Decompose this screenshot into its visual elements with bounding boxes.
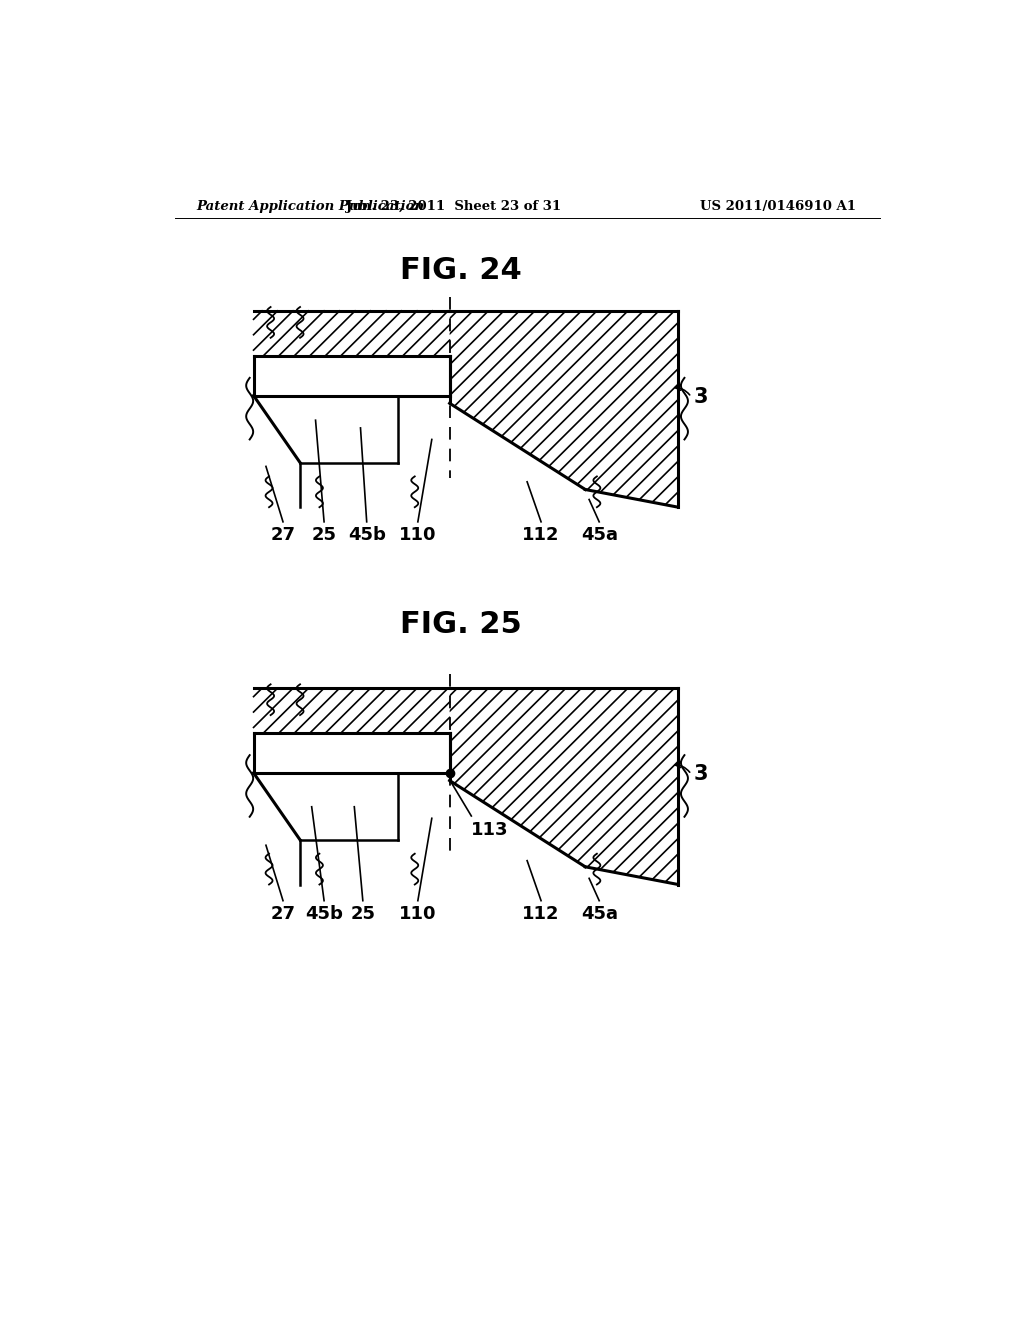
Bar xyxy=(254,733,450,774)
Text: 45a: 45a xyxy=(581,527,617,544)
Bar xyxy=(254,355,450,396)
Text: 110: 110 xyxy=(399,906,436,923)
Text: 110: 110 xyxy=(399,527,436,544)
Text: 45a: 45a xyxy=(581,906,617,923)
Text: FIG. 24: FIG. 24 xyxy=(400,256,522,285)
Text: 45b: 45b xyxy=(305,906,343,923)
Text: US 2011/0146910 A1: US 2011/0146910 A1 xyxy=(700,199,856,213)
Text: 113: 113 xyxy=(471,821,509,838)
Text: Patent Application Publication: Patent Application Publication xyxy=(197,199,424,213)
Text: 45b: 45b xyxy=(348,527,386,544)
Text: 112: 112 xyxy=(522,906,560,923)
Text: 27: 27 xyxy=(270,527,296,544)
Text: 3: 3 xyxy=(693,387,709,407)
Text: 112: 112 xyxy=(522,527,560,544)
Text: 25: 25 xyxy=(350,906,376,923)
Text: FIG. 25: FIG. 25 xyxy=(400,610,522,639)
Text: 27: 27 xyxy=(270,906,296,923)
Text: 3: 3 xyxy=(693,764,709,784)
Text: Jun. 23, 2011  Sheet 23 of 31: Jun. 23, 2011 Sheet 23 of 31 xyxy=(346,199,561,213)
Text: 25: 25 xyxy=(311,527,337,544)
